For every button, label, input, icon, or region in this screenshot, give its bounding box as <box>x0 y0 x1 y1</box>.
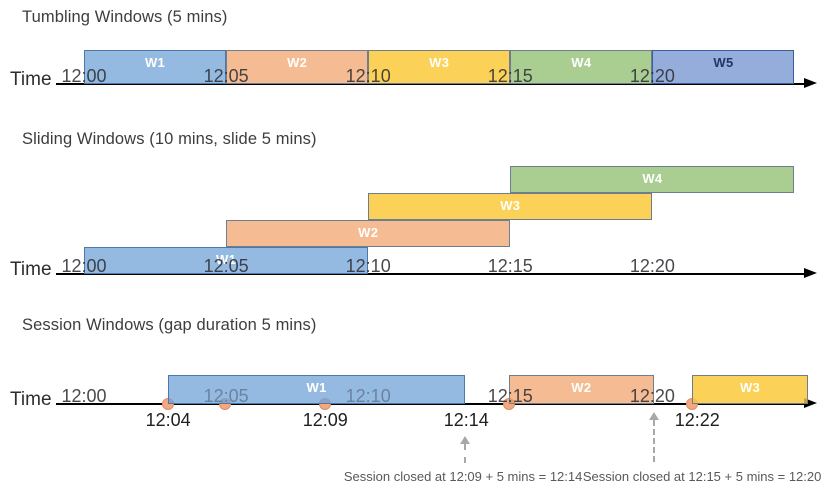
callout-arrow-line <box>464 444 467 463</box>
time-tick-label: 12:05 <box>203 386 249 406</box>
event-time-label: 12:04 <box>145 410 191 430</box>
window-box-w1: W1 <box>84 50 227 84</box>
window-box-w4: W4 <box>510 50 653 84</box>
time-axis-label: Time <box>10 389 52 410</box>
window-box-w2: W2 <box>509 375 654 404</box>
window-label: W2 <box>358 225 379 240</box>
time-tick-label: 12:20 <box>629 256 675 276</box>
timeline <box>56 83 804 85</box>
window-label: W1 <box>306 380 327 395</box>
window-label: W3 <box>739 380 761 395</box>
window-box-w1: W1 <box>167 375 466 404</box>
section-title-tumbling: Tumbling Windows (5 mins) <box>22 8 228 26</box>
callout-arrow-line <box>652 420 655 462</box>
window-label: W3 <box>500 198 521 213</box>
time-tick-label: 12:10 <box>345 386 391 406</box>
window-box-w3: W3 <box>368 193 653 220</box>
window-box-w3: W3 <box>368 50 511 84</box>
timeline <box>56 403 804 405</box>
time-tick-label: 12:15 <box>487 66 533 86</box>
timeline-arrow-icon <box>804 267 817 278</box>
window-label: W4 <box>571 55 592 70</box>
session-closed-annotation: Session closed at 12:09 + 5 mins = 12:14 <box>343 469 583 484</box>
event-time-label: 12:14 <box>443 410 489 430</box>
time-tick-label: 12:05 <box>203 256 249 276</box>
time-tick-label: 12:20 <box>629 66 675 86</box>
time-tick-label: 12:10 <box>345 256 391 276</box>
time-tick-label: 12:05 <box>203 66 249 86</box>
window-box-w5: W5 <box>652 50 795 84</box>
time-tick-label: 12:00 <box>61 256 107 276</box>
window-box-w2: W2 <box>226 220 511 247</box>
window-box-w1: W1 <box>84 247 369 274</box>
window-label: W2 <box>287 55 308 70</box>
window-label: W2 <box>571 380 592 395</box>
callout-arrow-icon <box>648 412 659 420</box>
window-label: W4 <box>642 171 663 186</box>
section-title-sliding: Sliding Windows (10 mins, slide 5 mins) <box>22 130 317 148</box>
time-axis-label: Time <box>10 69 52 90</box>
time-axis-label: Time <box>10 259 52 280</box>
window-box-w4: W4 <box>510 166 795 193</box>
event-time-label: 12:22 <box>674 410 720 430</box>
timeline <box>56 273 804 275</box>
time-tick-label: 12:00 <box>61 66 107 86</box>
window-label: W3 <box>429 55 450 70</box>
window-label: W1 <box>144 55 166 70</box>
time-tick-label: 12:15 <box>487 256 533 276</box>
window-label: W5 <box>713 55 734 70</box>
window-label: W1 <box>216 252 237 267</box>
window-box-w3: W3 <box>692 375 808 404</box>
time-tick-label: 12:15 <box>487 386 533 406</box>
time-tick-label: 12:00 <box>61 386 107 406</box>
window-box-w2: W2 <box>226 50 369 84</box>
time-tick-label: 12:10 <box>345 66 391 86</box>
callout-arrow-icon <box>460 436 471 444</box>
time-tick-label: 12:20 <box>629 386 675 406</box>
session-closed-annotation: Session closed at 12:15 + 5 mins = 12:20 <box>582 469 822 484</box>
event-time-label: 12:09 <box>302 410 348 430</box>
timeline-arrow-icon <box>804 77 817 88</box>
timeline-arrow-icon <box>804 397 817 408</box>
section-title-session: Session Windows (gap duration 5 mins) <box>22 316 317 334</box>
